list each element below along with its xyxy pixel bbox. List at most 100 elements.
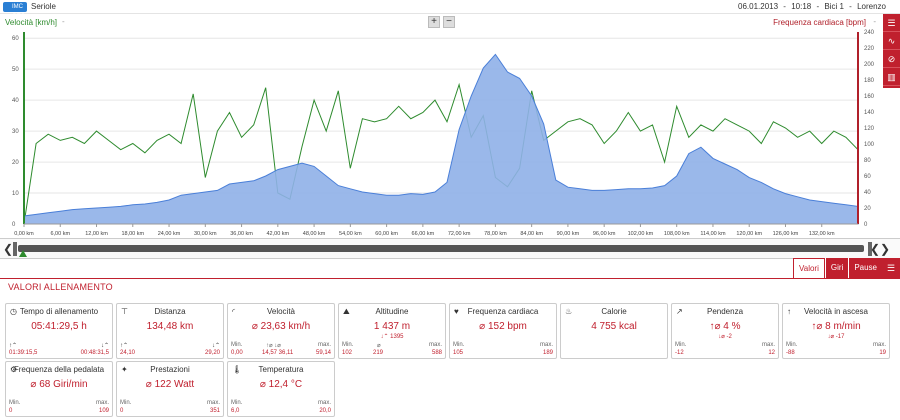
scroll-end-handle[interactable] (868, 242, 872, 256)
card-min-value: 105 (453, 350, 464, 356)
session-sep-1: - (783, 2, 786, 11)
x-tick-label: 18,00 km (121, 231, 144, 237)
card-max-label: max. (761, 342, 775, 348)
card-min-value: 0 (120, 408, 124, 414)
y-right-tick-label: 100 (864, 142, 875, 148)
y-right-tick-label: 220 (864, 46, 875, 52)
y-right-tick-label: 20 (864, 206, 871, 212)
scroll-position-marker-icon[interactable] (19, 250, 27, 257)
list-icon[interactable]: ☰ (883, 14, 900, 32)
chart-scrollbar[interactable]: ❮ ❮ ❯ (0, 238, 900, 259)
flame-icon: ♨ (565, 307, 573, 316)
card-title: Frequenza cardiaca (467, 307, 539, 316)
y-left-tick-label: 10 (12, 191, 19, 197)
scroll-left-arrow-icon[interactable]: ❮ (3, 242, 14, 256)
card-title: Altitudine (375, 307, 409, 316)
scroll-track[interactable] (18, 245, 864, 252)
training-chart[interactable]: 0 10 20 30 40 50 60 0 20 40 60 80 100 120 140 160 180 200… (0, 28, 882, 238)
x-tick-label: 114,00 km (700, 231, 726, 237)
speed-line (23, 82, 859, 225)
card-max-value: 109 (98, 408, 109, 414)
zoom-in-button[interactable]: + (428, 16, 440, 28)
road-icon: ⊤ (121, 307, 128, 316)
y-right-tick-label: 120 (864, 126, 875, 132)
x-tick-label: 90,00 km (557, 231, 580, 237)
card-max-value: 59,14 (315, 350, 331, 356)
stat-card: ♥ Frequenza cardiaca ⌀ 152 bpm Min. max. 105 1… (449, 303, 557, 359)
scroll-start-handle[interactable] (13, 242, 17, 256)
stat-card: ✦ Prestazioni ⌀ 122 Watt Min. max. 0 351 (116, 361, 224, 417)
zoom-out-button[interactable]: − (443, 16, 455, 28)
card-max-value: 20,0 (319, 408, 331, 414)
card-min-label: Min. (231, 342, 243, 348)
heart-rate-area (23, 53, 859, 225)
card-max-symbol: ↓⌃ (211, 343, 220, 349)
y-left-dropdown[interactable]: - (62, 17, 65, 26)
scroll-left-end-icon[interactable]: ❮ (869, 242, 880, 256)
x-tick-label: 36,00 km (230, 231, 253, 237)
card-sub-value: ↓⌃ 1395 (380, 334, 404, 340)
y-right-dropdown[interactable]: - (873, 17, 876, 26)
card-max-label: max. (872, 342, 886, 348)
y-right-tick-label: 140 (864, 110, 875, 116)
card-min-symbol: ↑⌃ (9, 343, 18, 349)
card-min-value: -88 (786, 350, 795, 356)
card-mid-value: 219 (373, 350, 384, 356)
y-right-tick-label: 80 (864, 158, 871, 164)
y-left-tick-label: 30 (12, 129, 19, 135)
session-sep-3: - (849, 2, 852, 11)
card-sub-value: ↓⌀ -2 (718, 334, 732, 340)
card-max-value: 29,20 (204, 350, 220, 356)
card-min-label: Min. (342, 342, 354, 348)
card-min-label: Min. (120, 400, 132, 406)
card-max-label: max. (206, 400, 220, 406)
session-bike: Bici 1 (824, 2, 844, 11)
y-right-tick-label: 0 (864, 222, 868, 228)
card-title: Velocità in ascesa (803, 307, 869, 316)
card-min-value: 24,10 (120, 350, 136, 356)
stat-card: ♨ Calorie 4 755 kcal (560, 303, 668, 359)
card-title: Frequenza della pedalata (13, 365, 105, 374)
card-min-value: -12 (675, 350, 684, 356)
card-max-label: max. (95, 400, 109, 406)
card-max-value: 00:48:31,5 (80, 350, 109, 356)
x-tick-label: 42,00 km (267, 231, 290, 237)
bar-chart-icon[interactable]: ▥ (883, 68, 900, 86)
x-tick-label: 48,00 km (303, 231, 326, 237)
card-title: Velocità (266, 307, 296, 316)
x-tick-label: 54,00 km (339, 231, 362, 237)
card-max-label: max. (428, 342, 442, 348)
x-tick-label: 132,00 km (809, 231, 835, 237)
y-right-tick-label: 180 (864, 78, 875, 84)
card-value: ⌀ 122 Watt (145, 379, 195, 390)
card-value: ⌀ 68 Giri/min (30, 379, 88, 390)
trend-icon[interactable]: ∿ (883, 32, 900, 50)
circle-slash-icon[interactable]: ⊘ (883, 50, 900, 68)
card-title: Prestazioni (150, 365, 190, 374)
x-tick-label: 78,00 km (484, 231, 507, 237)
y-right-axis-label: Frequenza cardiaca [bpm] (773, 18, 866, 27)
app-logo: IMC GEO (3, 2, 27, 20)
card-value: 05:41:29,5 h (31, 321, 87, 332)
y-left-axis-label: Velocità [km/h] (5, 18, 58, 27)
card-title: Distanza (154, 307, 186, 316)
card-max-label: max. (539, 342, 553, 348)
panel-list-icon[interactable]: ☰ (882, 258, 900, 278)
x-tick-label: 66,00 km (412, 231, 435, 237)
card-max-label: max. (317, 342, 331, 348)
tab-pause[interactable]: Pause (848, 258, 882, 278)
y-left-tick-label: 40 (12, 98, 19, 104)
y-right-tick-label: 40 (864, 190, 871, 196)
tab-valori[interactable]: Valori (793, 258, 825, 278)
scroll-right-arrow-icon[interactable]: ❯ (879, 242, 890, 256)
card-min-value: 6,0 (231, 408, 240, 414)
tab-giri[interactable]: Giri (824, 258, 849, 278)
side-toolbar: ☰ ∿ ⊘ ▥ (883, 14, 900, 88)
x-tick-label: 60,00 km (375, 231, 398, 237)
card-value: 1 437 m (373, 321, 411, 332)
thermometer-icon: 🌡 (232, 365, 243, 374)
card-mid-label: ⌀ (377, 343, 381, 349)
section-title: VALORI ALLENAMENTO (8, 282, 113, 292)
gauge-icon: ◜ (232, 307, 236, 316)
card-max-value: 351 (209, 408, 220, 414)
